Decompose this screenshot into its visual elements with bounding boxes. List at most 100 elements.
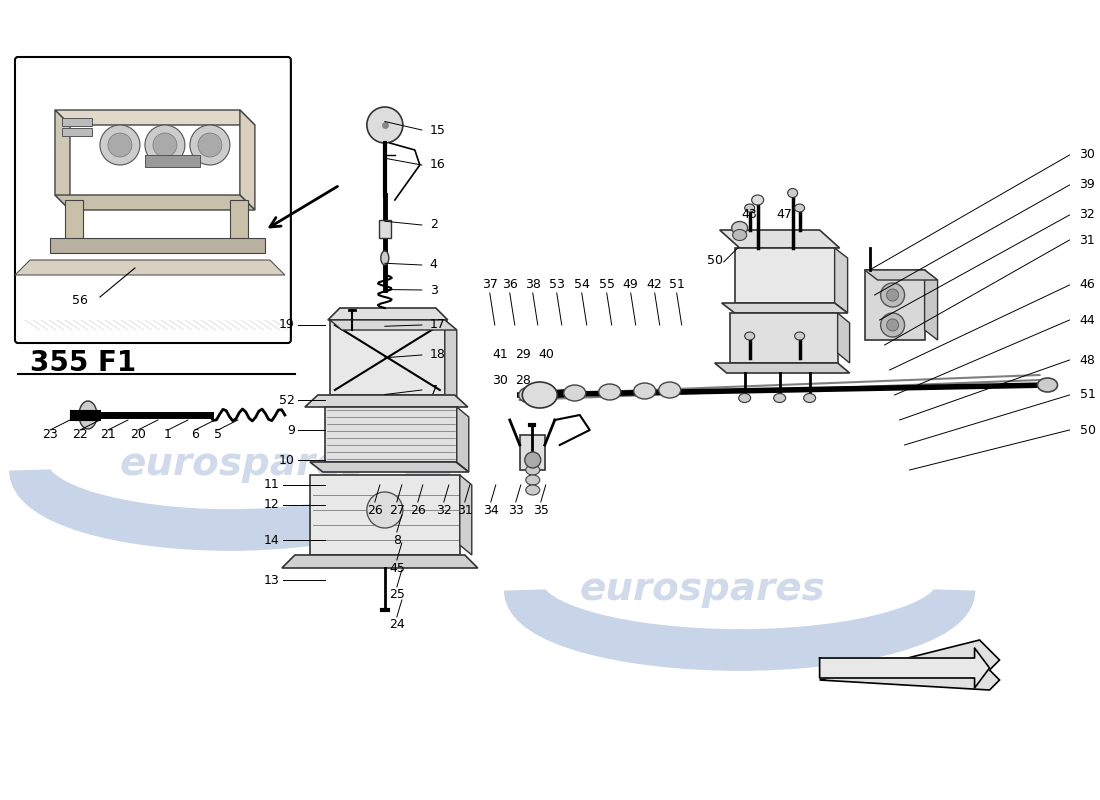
Circle shape (153, 133, 177, 157)
Ellipse shape (563, 385, 585, 401)
Text: 28: 28 (515, 374, 530, 386)
Circle shape (108, 133, 132, 157)
Text: 3: 3 (430, 283, 438, 297)
Polygon shape (722, 303, 848, 313)
Text: 50: 50 (706, 254, 723, 266)
Ellipse shape (381, 251, 388, 265)
Text: 52: 52 (279, 394, 295, 406)
Bar (330, 320, 444, 395)
Text: 34: 34 (483, 503, 498, 517)
Ellipse shape (522, 382, 558, 408)
Polygon shape (835, 248, 848, 313)
Text: 13: 13 (264, 574, 279, 586)
Text: 25: 25 (389, 589, 405, 602)
Text: 45: 45 (389, 562, 405, 574)
Text: 54: 54 (574, 278, 590, 291)
Text: eurospares: eurospares (120, 445, 365, 483)
Bar (735, 248, 835, 303)
Text: 37: 37 (482, 278, 497, 291)
Polygon shape (240, 110, 255, 210)
Ellipse shape (745, 204, 755, 212)
Polygon shape (55, 110, 255, 125)
Text: 53: 53 (549, 278, 564, 291)
Ellipse shape (598, 384, 620, 400)
Text: 14: 14 (264, 534, 279, 546)
FancyBboxPatch shape (15, 57, 290, 343)
Ellipse shape (526, 465, 540, 475)
Circle shape (366, 107, 403, 143)
Text: 4: 4 (430, 258, 438, 271)
Text: 26: 26 (410, 503, 426, 517)
Circle shape (525, 452, 541, 468)
Text: 30: 30 (1079, 149, 1096, 162)
Polygon shape (282, 555, 477, 568)
Ellipse shape (739, 394, 750, 402)
Text: 7: 7 (430, 383, 438, 397)
Circle shape (190, 125, 230, 165)
Text: 1: 1 (164, 429, 172, 442)
Ellipse shape (745, 332, 755, 340)
Text: 49: 49 (623, 278, 639, 291)
Ellipse shape (794, 204, 804, 212)
Bar (865, 270, 925, 340)
Text: 23: 23 (42, 429, 58, 442)
Bar (50, 238, 265, 253)
Text: 17: 17 (430, 318, 446, 331)
Bar (324, 407, 456, 462)
Text: 56: 56 (72, 294, 88, 306)
Circle shape (198, 133, 222, 157)
Text: 29: 29 (515, 349, 530, 362)
Ellipse shape (751, 195, 763, 205)
Polygon shape (460, 475, 472, 555)
Text: 42: 42 (647, 278, 662, 291)
Ellipse shape (634, 383, 656, 399)
Circle shape (887, 319, 899, 331)
Text: 19: 19 (279, 318, 295, 331)
Text: 43: 43 (741, 209, 758, 222)
Bar (310, 475, 460, 555)
Bar (729, 313, 837, 363)
Ellipse shape (659, 382, 681, 398)
Text: 33: 33 (508, 503, 524, 517)
Text: 21: 21 (100, 429, 116, 442)
Text: 51: 51 (1079, 389, 1096, 402)
Text: 55: 55 (598, 278, 615, 291)
Text: 9: 9 (287, 423, 295, 437)
Text: 50: 50 (1079, 423, 1096, 437)
Ellipse shape (519, 387, 541, 403)
Text: 32: 32 (1079, 209, 1096, 222)
Bar (230, 200, 248, 240)
Circle shape (100, 125, 140, 165)
Polygon shape (456, 407, 469, 472)
Text: 5: 5 (213, 429, 222, 442)
Ellipse shape (794, 332, 804, 340)
Polygon shape (305, 395, 468, 407)
Text: 36: 36 (502, 278, 518, 291)
Text: 40: 40 (539, 349, 554, 362)
Text: 10: 10 (279, 454, 295, 466)
Text: 31: 31 (1079, 234, 1096, 246)
Text: 51: 51 (669, 278, 684, 291)
Polygon shape (837, 313, 849, 363)
Bar (520, 435, 544, 470)
Polygon shape (719, 230, 839, 248)
Text: 11: 11 (264, 478, 279, 491)
Bar (62, 118, 92, 126)
Text: 18: 18 (430, 349, 446, 362)
Text: 38: 38 (525, 278, 541, 291)
Circle shape (145, 125, 185, 165)
Polygon shape (55, 110, 70, 210)
Text: 6: 6 (191, 429, 199, 442)
Ellipse shape (79, 401, 97, 429)
Ellipse shape (804, 394, 815, 402)
Text: 46: 46 (1079, 278, 1096, 291)
Polygon shape (925, 270, 937, 340)
Polygon shape (330, 320, 456, 330)
Text: 24: 24 (389, 618, 405, 631)
Ellipse shape (526, 475, 540, 485)
Text: 16: 16 (430, 158, 446, 171)
Text: 44: 44 (1079, 314, 1096, 326)
Circle shape (366, 492, 403, 528)
Ellipse shape (1037, 378, 1057, 392)
Ellipse shape (788, 189, 798, 198)
